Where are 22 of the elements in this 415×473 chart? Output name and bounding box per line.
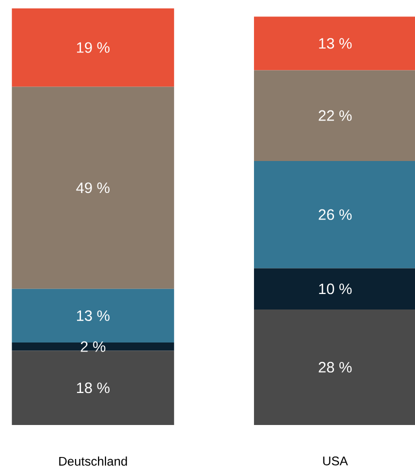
data-label: 13 % <box>77 310 110 321</box>
data-label: 28 % <box>318 362 352 373</box>
data-label: 2 % <box>80 341 106 352</box>
bar <box>12 8 174 87</box>
bar <box>254 16 415 70</box>
data-label: 10 % <box>319 284 352 294</box>
data-label: 13 % <box>319 38 352 49</box>
bar <box>254 70 415 161</box>
bar <box>254 309 415 425</box>
data-label: 19 % <box>77 42 110 53</box>
bar <box>254 268 415 310</box>
data-label: 49 % <box>76 182 110 194</box>
bar <box>12 350 174 425</box>
x-tick-label: Deutschland <box>59 456 127 466</box>
bar <box>12 86 174 289</box>
bar <box>12 342 174 351</box>
data-label: 18 % <box>77 382 110 394</box>
bar <box>12 288 174 342</box>
bar <box>254 160 415 268</box>
data-label: 26 % <box>318 209 352 220</box>
x-tick-label: USA <box>323 456 348 466</box>
data-label: 22 % <box>318 110 352 121</box>
